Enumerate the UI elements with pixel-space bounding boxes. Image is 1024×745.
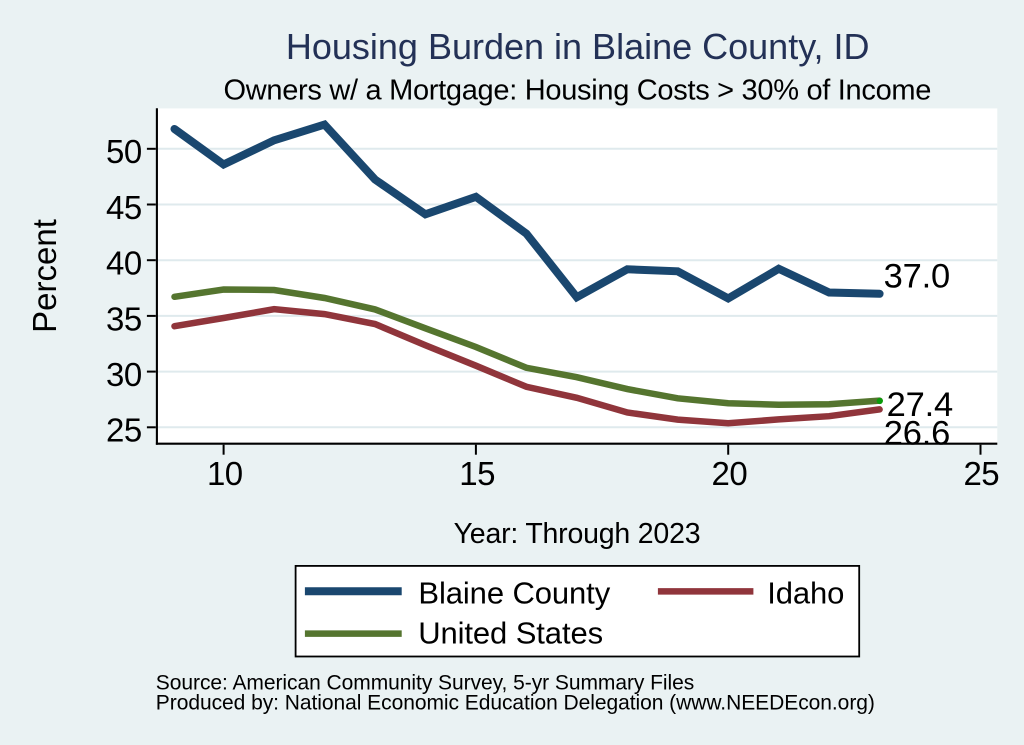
svg-text:20: 20 (712, 455, 748, 492)
svg-text:10: 10 (207, 455, 243, 492)
svg-text:Owners w/ a Mortgage: Housing: Owners w/ a Mortgage: Housing Costs > 30… (223, 74, 931, 106)
svg-text:37.0: 37.0 (884, 258, 950, 296)
svg-text:50: 50 (106, 133, 142, 170)
svg-text:30: 30 (106, 356, 142, 393)
svg-text:Idaho: Idaho (767, 575, 844, 610)
svg-text:35: 35 (106, 300, 142, 337)
svg-text:27.4: 27.4 (887, 386, 953, 424)
svg-text:Housing Burden in Blaine Count: Housing Burden in Blaine County, ID (286, 26, 870, 67)
svg-text:15: 15 (459, 455, 495, 492)
svg-text:Blaine County: Blaine County (418, 575, 610, 610)
svg-text:United States: United States (418, 616, 603, 651)
svg-text:25: 25 (106, 412, 142, 449)
svg-text:Produced by: National Economic: Produced by: National Economic Education… (156, 691, 875, 714)
svg-text:Percent: Percent (26, 219, 63, 333)
svg-text:40: 40 (106, 245, 142, 282)
svg-text:25: 25 (963, 455, 999, 492)
svg-text:Year: Through 2023: Year: Through 2023 (454, 518, 701, 550)
svg-text:45: 45 (106, 189, 142, 226)
svg-text:26.6: 26.6 (884, 415, 950, 453)
svg-text:Source: American Community Sur: Source: American Community Survey, 5-yr … (156, 672, 694, 695)
